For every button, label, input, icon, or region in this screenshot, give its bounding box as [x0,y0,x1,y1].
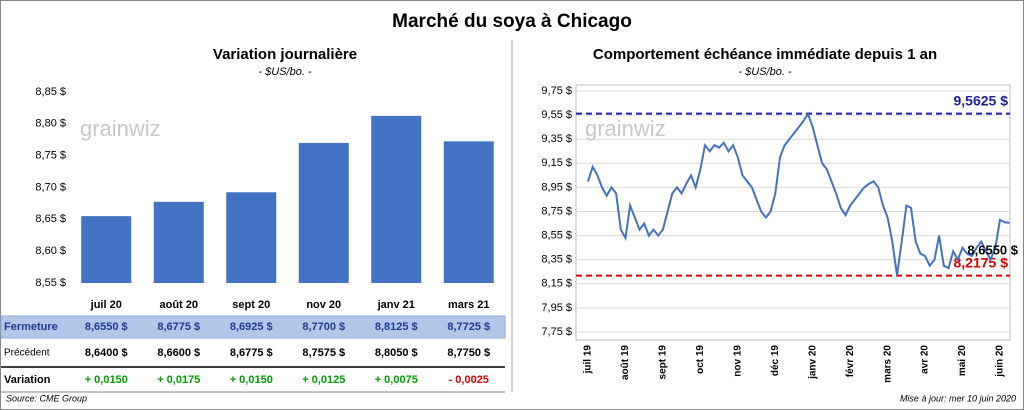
x-tick-label: nov 19 [732,345,743,377]
chart-title: Comportement échéance immédiate depuis 1… [593,46,937,63]
y-tick-label: 8,70 $ [35,181,66,193]
bar [81,216,132,283]
x-tick-label: mars 21 [448,299,490,311]
table-cell: 8,7700 $ [302,321,345,333]
plot-area [575,84,1011,341]
row-label: Précédent [4,348,50,359]
y-tick-label: 9,75 $ [541,85,572,97]
y-tick-label: 8,55 $ [541,230,572,242]
table-cell: 8,6600 $ [157,347,200,359]
chart-subtitle: - $US/bo. - [738,66,792,78]
table-cell: 8,8125 $ [375,321,418,333]
y-tick-label: 8,15 $ [541,278,572,290]
chart-subtitle: - $US/bo. - [258,66,312,78]
y-tick-label: 8,75 $ [541,205,572,217]
table-cell: 8,6550 $ [85,321,128,333]
x-tick-label: févr 20 [845,345,856,378]
bar [443,141,494,283]
y-tick-label: 9,55 $ [541,109,572,121]
last-value-label: 8,6550 $ [967,242,1018,257]
bar [226,192,277,283]
x-tick-label: sept 20 [232,299,270,311]
x-tick-label: mai 20 [957,345,968,377]
y-tick-label: 7,75 $ [541,326,572,338]
x-tick-label: oct 19 [695,345,706,374]
table-cell: + 0,0175 [157,374,200,386]
table-cell: 8,8050 $ [375,347,418,359]
y-tick-label: 8,75 $ [35,150,66,162]
x-tick-label: nov 20 [306,299,341,311]
x-tick-label: août 20 [159,299,198,311]
y-tick-label: 8,80 $ [35,118,66,130]
x-tick-label: janv 21 [377,299,415,311]
x-tick-label: avr 20 [920,345,931,374]
table-cell: + 0,0125 [302,374,345,386]
updated: Mise à jour: mer 10 juin 2020 [900,393,1016,403]
watermark: grainwiz [585,116,666,141]
y-tick-label: 9,15 $ [541,157,572,169]
y-tick-label: 8,35 $ [541,254,572,266]
bar [371,115,422,283]
source: Source: CME Group [6,393,87,403]
bar [153,201,204,283]
chart-title: Variation journalière [213,46,357,63]
table-cell: 8,7575 $ [302,347,345,359]
table-cell: 8,7750 $ [447,347,490,359]
table-cell: 8,6775 $ [230,347,273,359]
y-tick-label: 8,95 $ [541,181,572,193]
x-tick-label: août 19 [620,345,631,380]
reference-label: 9,5625 $ [954,92,1009,108]
price-line [587,111,1010,276]
y-tick-label: 8,85 $ [35,86,66,98]
x-tick-label: juil 19 [583,345,594,375]
table-cell: - 0,0025 [449,374,489,386]
table-cell: 8,6925 $ [230,321,273,333]
y-tick-label: 8,65 $ [35,213,66,225]
highlight-row [0,315,506,339]
table-cell: + 0,0075 [375,374,418,386]
x-tick-label: déc 19 [770,345,781,377]
bar [298,142,349,283]
y-tick-label: 9,35 $ [541,133,572,145]
row-label: Fermeture [4,321,58,333]
y-tick-label: 7,95 $ [541,302,572,314]
reference-label: 8,2175 $ [954,254,1009,270]
table-cell: 8,7725 $ [447,321,490,333]
y-tick-label: 8,55 $ [35,277,66,289]
page-title: Marché du soya à Chicago [392,11,632,32]
row-label: Variation [4,374,51,386]
x-tick-label: mars 20 [882,345,893,383]
y-tick-label: 8,60 $ [35,245,66,257]
table-cell: + 0,0150 [230,374,273,386]
x-tick-label: juil 20 [90,299,122,311]
x-tick-label: juin 20 [995,345,1006,378]
x-tick-label: janv 20 [807,345,818,380]
table-cell: + 0,0150 [85,374,128,386]
table-cell: 8,6400 $ [85,347,128,359]
table-cell: 8,6775 $ [157,321,200,333]
watermark: grainwiz [80,116,161,141]
x-tick-label: sept 19 [658,345,669,380]
